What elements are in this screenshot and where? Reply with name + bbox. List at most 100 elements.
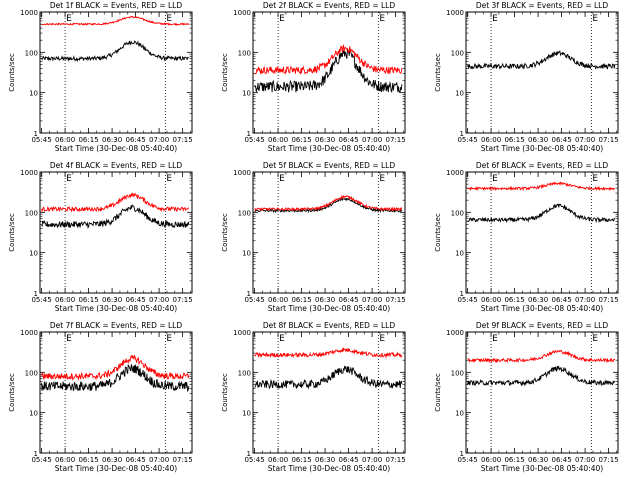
- x-tick-label: 06:00: [268, 136, 288, 144]
- panel-6: Det 6f BLACK = Events, RED = LLD E E 1 10 100…: [434, 161, 619, 313]
- plot-frame: [252, 11, 406, 134]
- panel-title: Det 9f BLACK = Events, RED = LLD: [476, 321, 609, 330]
- series-line-events: [41, 204, 190, 229]
- panel-3: Det 3f BLACK = Events, RED = LLD E E 1 10 100…: [434, 1, 619, 153]
- y-tick-label: 1000: [446, 329, 464, 337]
- marker-label: E: [166, 334, 172, 344]
- panel-title: Det 7f BLACK = Events, RED = LLD: [50, 321, 183, 330]
- plot-frame: [39, 11, 193, 134]
- x-tick-label: 05:45: [457, 296, 477, 304]
- panel-2: Det 2f BLACK = Events, RED = LLD E E 1 10 100…: [221, 1, 406, 153]
- series-line-lld: [41, 192, 190, 213]
- marker-label: E: [492, 334, 498, 344]
- x-tick-label: 06:45: [125, 296, 145, 304]
- x-tick-label: 06:00: [268, 296, 288, 304]
- x-tick-label: 06:15: [78, 136, 98, 144]
- x-tick-label: 06:15: [504, 296, 524, 304]
- panel-8: Det 8f BLACK = Events, RED = LLD E E 1 10 100…: [221, 321, 406, 473]
- panel-title: Det 6f BLACK = Events, RED = LLD: [476, 161, 609, 170]
- y-tick-label: 100: [238, 209, 251, 217]
- y-tick-label: 100: [451, 49, 464, 57]
- x-tick-label: 05:45: [457, 136, 477, 144]
- x-tick-label: 06:00: [481, 296, 501, 304]
- x-tick-label: 06:30: [102, 136, 122, 144]
- y-tick-label: 10: [455, 250, 464, 258]
- x-tick-label: 05:45: [244, 456, 264, 464]
- y-tick-label: 1: [460, 130, 464, 138]
- marker-label: E: [279, 14, 285, 24]
- y-axis-label: Counts/sec: [221, 213, 229, 252]
- x-tick-label: 07:15: [599, 456, 619, 464]
- x-tick-label: 06:00: [481, 136, 501, 144]
- x-tick-label: 06:30: [315, 136, 335, 144]
- panel-title: Det 5f BLACK = Events, RED = LLD: [263, 161, 396, 170]
- panel-1: Det 1f BLACK = Events, RED = LLD E E 1 10 100…: [8, 1, 193, 153]
- x-tick-label: 07:15: [386, 296, 406, 304]
- y-tick-label: 100: [238, 369, 251, 377]
- x-tick-label: 06:30: [102, 296, 122, 304]
- x-tick-label: 07:00: [149, 456, 169, 464]
- x-tick-label: 06:45: [338, 296, 358, 304]
- y-tick-label: 100: [451, 209, 464, 217]
- series-line-lld: [467, 349, 616, 364]
- x-axis-label: Start Time (30-Dec-08 05:40:40): [268, 464, 390, 473]
- x-tick-label: 07:15: [173, 456, 193, 464]
- x-tick-label: 07:00: [575, 456, 595, 464]
- marker-label: E: [166, 174, 172, 184]
- series-line-lld: [41, 354, 190, 382]
- marker-label: E: [279, 174, 285, 184]
- y-tick-label: 10: [242, 250, 251, 258]
- series-line-events: [467, 365, 616, 387]
- x-tick-label: 07:00: [362, 136, 382, 144]
- x-tick-label: 06:45: [338, 456, 358, 464]
- series-line-events: [41, 363, 190, 393]
- y-axis-label: Counts/sec: [434, 373, 442, 412]
- x-tick-label: 06:45: [551, 136, 571, 144]
- x-tick-label: 06:30: [102, 456, 122, 464]
- x-tick-label: 05:45: [244, 296, 264, 304]
- x-axis-label: Start Time (30-Dec-08 05:40:40): [481, 144, 603, 153]
- panel-7: Det 7f BLACK = Events, RED = LLD E E 1 10 100…: [8, 321, 193, 473]
- y-tick-label: 1: [34, 450, 38, 458]
- y-tick-label: 100: [25, 49, 38, 57]
- y-tick-label: 10: [242, 410, 251, 418]
- y-tick-label: 10: [29, 410, 38, 418]
- x-tick-label: 07:00: [575, 296, 595, 304]
- panel-9: Det 9f BLACK = Events, RED = LLD E E 1 10 100…: [434, 321, 619, 473]
- y-tick-label: 1: [460, 290, 464, 298]
- y-tick-label: 1: [247, 290, 251, 298]
- y-axis-label: Counts/sec: [8, 373, 16, 412]
- series-line-lld: [41, 15, 190, 26]
- x-tick-label: 07:15: [599, 296, 619, 304]
- x-tick-label: 07:15: [599, 136, 619, 144]
- x-tick-label: 07:15: [386, 456, 406, 464]
- x-tick-label: 07:00: [149, 136, 169, 144]
- y-tick-label: 1000: [446, 9, 464, 17]
- x-tick-label: 06:45: [125, 136, 145, 144]
- y-tick-label: 1000: [233, 329, 251, 337]
- x-tick-label: 07:15: [173, 136, 193, 144]
- x-tick-label: 07:00: [149, 296, 169, 304]
- x-tick-label: 06:30: [315, 456, 335, 464]
- series-line-lld: [467, 181, 615, 192]
- series-line-events: [467, 50, 616, 70]
- x-tick-label: 05:45: [31, 296, 51, 304]
- x-tick-label: 06:45: [551, 456, 571, 464]
- y-tick-label: 1000: [233, 169, 251, 177]
- y-tick-label: 10: [455, 90, 464, 98]
- x-tick-label: 06:30: [528, 136, 548, 144]
- y-tick-label: 100: [25, 369, 38, 377]
- y-tick-label: 100: [25, 209, 38, 217]
- series-line-events: [254, 365, 403, 390]
- y-tick-label: 1: [460, 450, 464, 458]
- y-tick-label: 1: [247, 130, 251, 138]
- marker-label: E: [379, 334, 385, 344]
- plot-frame: [252, 331, 406, 454]
- marker-label: E: [492, 174, 498, 184]
- x-axis-label: Start Time (30-Dec-08 05:40:40): [268, 304, 390, 313]
- x-tick-label: 06:15: [291, 296, 311, 304]
- x-tick-label: 06:15: [78, 456, 98, 464]
- x-axis-label: Start Time (30-Dec-08 05:40:40): [268, 144, 390, 153]
- x-tick-label: 06:15: [291, 456, 311, 464]
- x-tick-label: 07:00: [575, 136, 595, 144]
